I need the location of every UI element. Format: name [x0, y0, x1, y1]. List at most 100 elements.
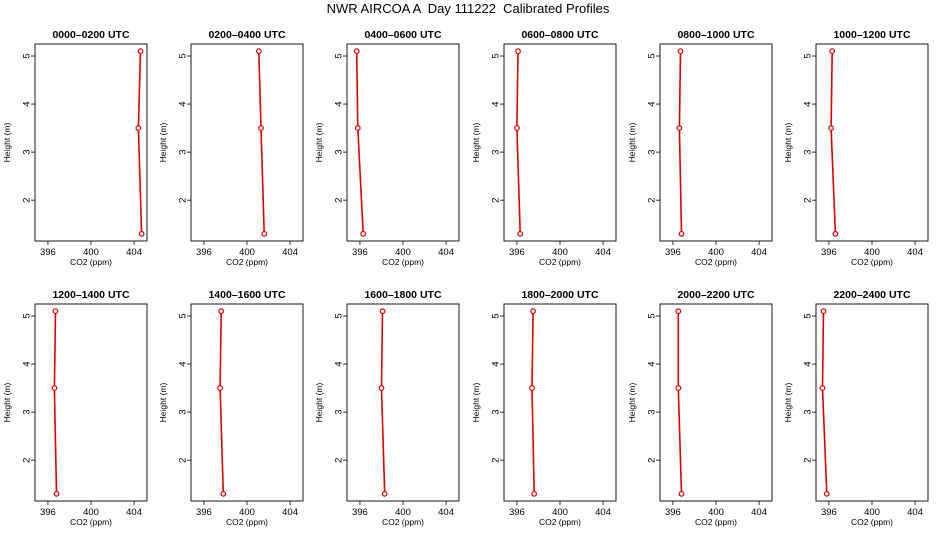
- x-tick-label: 404: [595, 247, 611, 258]
- x-tick-label: 400: [83, 247, 99, 258]
- data-point: [820, 308, 827, 315]
- y-tick-label: 2: [803, 198, 814, 203]
- data-point: [823, 490, 830, 497]
- panel-title: 0600–0800 UTC: [521, 29, 598, 41]
- plot-frame: [34, 43, 148, 242]
- data-point: [675, 308, 682, 315]
- profile-line: [678, 51, 683, 234]
- data-point: [675, 385, 682, 391]
- y-tick-label: 4: [491, 361, 502, 366]
- x-tick-label: 400: [864, 507, 880, 518]
- profile-line: [830, 51, 837, 234]
- x-tick-label: 396: [352, 507, 368, 518]
- data-point: [138, 230, 145, 237]
- data-point: [381, 490, 388, 497]
- x-tick-label: 404: [751, 247, 767, 258]
- y-tick-label: 3: [647, 409, 658, 414]
- y-tick-label: 5: [22, 53, 33, 58]
- panel-title: 0200–0400 UTC: [208, 29, 285, 41]
- y-tick-label: 4: [22, 101, 33, 106]
- data-point: [261, 230, 268, 237]
- plot-frame: [190, 303, 304, 502]
- y-tick-label: 4: [22, 361, 33, 366]
- y-tick-label: 3: [22, 149, 33, 154]
- x-axis-label: CO2 (ppm): [226, 257, 268, 267]
- y-axis-label: Height (m): [471, 123, 481, 163]
- data-point: [819, 385, 826, 391]
- plot-frame: [190, 43, 304, 242]
- data-point: [258, 125, 264, 131]
- y-tick-label: 4: [647, 101, 658, 106]
- x-tick-label: 396: [509, 507, 525, 518]
- data-point: [52, 308, 59, 315]
- data-point: [529, 385, 535, 391]
- plot-frame: [815, 43, 929, 242]
- panel-title: 1600–1800 UTC: [364, 289, 441, 301]
- panel-title: 1400–1600 UTC: [208, 289, 285, 301]
- x-tick-label: 396: [821, 247, 837, 258]
- x-tick-label: 396: [509, 247, 525, 258]
- y-tick-label: 2: [22, 458, 33, 463]
- y-tick-label: 2: [491, 458, 502, 463]
- y-axis-label: Height (m): [2, 383, 12, 423]
- y-tick-label: 5: [22, 313, 33, 318]
- y-tick-label: 5: [334, 53, 345, 58]
- data-point: [828, 125, 834, 131]
- y-tick-label: 5: [803, 313, 814, 318]
- x-tick-label: 396: [196, 247, 212, 258]
- data-point: [530, 308, 536, 315]
- plot-frame: [346, 43, 460, 242]
- data-point: [514, 125, 520, 131]
- y-tick-label: 4: [178, 361, 189, 366]
- x-axis-label: CO2 (ppm): [851, 257, 893, 267]
- x-axis-label: CO2 (ppm): [695, 257, 737, 267]
- x-tick-label: 400: [552, 247, 568, 258]
- x-axis-label: CO2 (ppm): [382, 517, 424, 527]
- data-point: [354, 125, 361, 131]
- y-tick-label: 5: [491, 313, 502, 318]
- profile-line: [53, 311, 58, 494]
- y-tick-label: 2: [178, 198, 189, 203]
- data-point: [517, 230, 524, 237]
- x-tick-label: 400: [239, 507, 255, 518]
- x-tick-label: 400: [864, 247, 880, 258]
- y-axis-label: Height (m): [314, 383, 324, 423]
- x-tick-label: 404: [438, 507, 454, 518]
- y-axis-label: Height (m): [471, 383, 481, 423]
- y-tick-label: 3: [491, 149, 502, 154]
- data-point: [217, 385, 223, 391]
- y-axis-label: Height (m): [2, 123, 12, 163]
- x-tick-label: 400: [395, 507, 411, 518]
- y-tick-label: 2: [491, 198, 502, 203]
- x-axis-label: CO2 (ppm): [539, 257, 581, 267]
- profile-line: [355, 51, 364, 234]
- plot-frame: [659, 303, 773, 502]
- y-tick-label: 2: [334, 458, 345, 463]
- x-axis-label: CO2 (ppm): [226, 517, 268, 527]
- profile-line: [258, 51, 265, 234]
- y-tick-label: 3: [178, 409, 189, 414]
- data-point: [677, 48, 684, 55]
- y-tick-label: 2: [178, 458, 189, 463]
- y-tick-label: 3: [803, 149, 814, 154]
- profile-line: [137, 51, 143, 234]
- data-point: [360, 230, 367, 237]
- data-point: [53, 490, 60, 497]
- y-tick-label: 3: [22, 409, 33, 414]
- y-axis-label: Height (m): [158, 123, 168, 163]
- profile-line: [219, 311, 225, 494]
- x-tick-label: 400: [708, 507, 724, 518]
- data-point: [676, 125, 683, 131]
- y-tick-label: 4: [334, 361, 345, 366]
- x-tick-label: 404: [282, 247, 298, 258]
- profile-line: [821, 311, 828, 494]
- x-tick-label: 400: [239, 247, 255, 258]
- y-tick-label: 2: [22, 198, 33, 203]
- x-tick-label: 404: [438, 247, 454, 258]
- x-axis-label: CO2 (ppm): [70, 257, 112, 267]
- y-tick-label: 3: [491, 409, 502, 414]
- y-tick-label: 4: [647, 361, 658, 366]
- y-axis-label: Height (m): [783, 383, 793, 423]
- y-tick-label: 3: [803, 409, 814, 414]
